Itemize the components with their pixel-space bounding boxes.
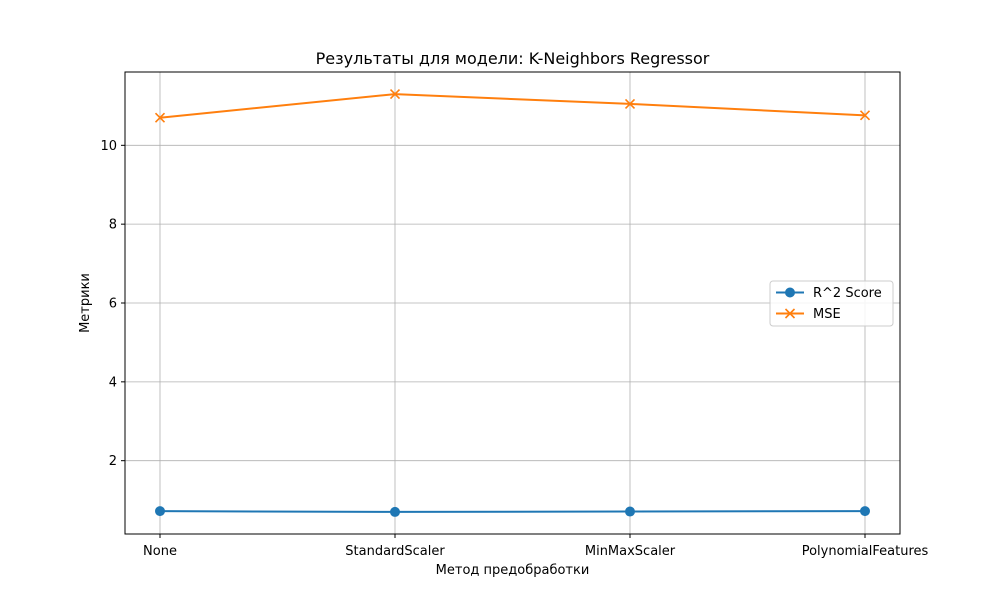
- data-point: [390, 506, 400, 517]
- legend-marker: [784, 308, 796, 319]
- y-tick-label: 10: [100, 139, 117, 154]
- legend-marker: [785, 287, 795, 298]
- x-axis-label: Метод предобработки: [436, 563, 590, 578]
- series-line: [159, 93, 866, 119]
- data-point: [859, 110, 871, 121]
- series-line: [159, 510, 866, 513]
- data-point: [155, 506, 165, 517]
- x-tick-label: StandardScaler: [345, 544, 445, 559]
- series-1: [155, 506, 870, 517]
- y-tick-label: 2: [109, 454, 117, 469]
- y-axis-label: Метрики: [78, 273, 93, 333]
- legend-item: MSE: [776, 307, 841, 322]
- series-layer: [154, 89, 871, 517]
- y-axis-ticks: 2 4 6 8 10: [100, 139, 125, 469]
- data-point: [860, 506, 870, 517]
- x-axis-ticks: None StandardScaler MinMaxScaler Polynomial…: [143, 534, 929, 559]
- x-tick-label: None: [143, 544, 177, 559]
- grid: [125, 72, 900, 534]
- chart-title: Результаты для модели: K-Neighbors Regre…: [316, 49, 710, 68]
- y-tick-label: 4: [109, 375, 117, 390]
- x-tick-label: MinMaxScaler: [585, 544, 676, 559]
- data-point: [624, 98, 636, 109]
- legend: R^2 Score MSE: [769, 280, 894, 327]
- data-point: [625, 506, 635, 517]
- series-2: [154, 89, 871, 123]
- x-tick-label: PolynomialFeatures: [802, 544, 929, 559]
- data-point: [389, 89, 401, 100]
- legend-label: R^2 Score: [813, 286, 882, 301]
- legend-item: R^2 Score: [776, 286, 882, 301]
- y-tick-label: 8: [109, 218, 117, 233]
- legend-label: MSE: [813, 307, 841, 322]
- data-point: [154, 112, 166, 123]
- y-tick-label: 6: [109, 297, 117, 312]
